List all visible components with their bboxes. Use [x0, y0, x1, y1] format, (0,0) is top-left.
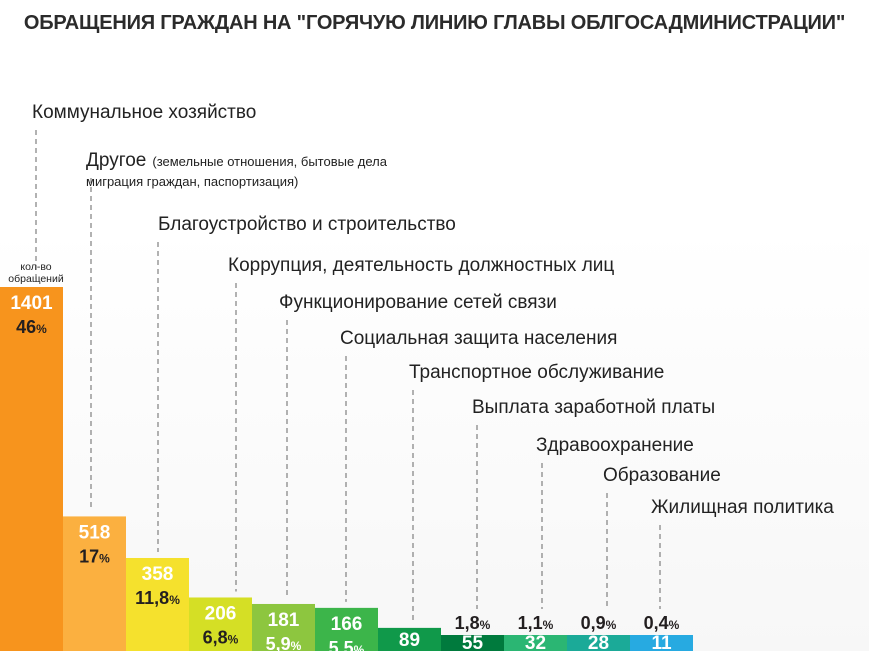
- category-label-8: Выплата заработной платы: [472, 397, 715, 418]
- value-label-3: 358: [142, 564, 174, 585]
- count-label-line2: обращений: [8, 273, 64, 285]
- count-label-line1: кол-во: [20, 261, 51, 273]
- percent-label-3: 11,8%: [135, 588, 180, 608]
- bar-11: [630, 635, 693, 651]
- bar-10: [567, 635, 630, 651]
- percent-label-7: 2,8%: [392, 650, 428, 651]
- value-label-4: 206: [205, 603, 237, 624]
- value-label-5: 181: [268, 610, 300, 631]
- percent-label-8: 1,8%: [455, 613, 491, 633]
- bar-3: [126, 557, 189, 651]
- percent-label-4: 6,8%: [203, 627, 239, 647]
- percent-label-2: 17%: [79, 546, 110, 566]
- category-label-9: Здравоохранение: [536, 435, 694, 456]
- value-label-9: 32: [525, 633, 546, 651]
- percent-label-10: 0,9%: [581, 613, 617, 633]
- value-label-2: 518: [79, 522, 111, 543]
- category-label-11: Жилищная политика: [651, 497, 834, 518]
- category-label-5: Функционирование сетей связи: [279, 292, 557, 313]
- bar-1: [0, 287, 63, 651]
- category-label-7: Транспортное обслуживание: [409, 362, 664, 383]
- category-label-4: Коррупция, деятельность должностных лиц: [228, 255, 614, 276]
- value-labels: 140146%51817%35811,8%2066,8%1815,9%1665,…: [10, 293, 679, 651]
- value-label-6: 166: [331, 614, 363, 635]
- bar-9: [504, 635, 567, 651]
- bar-5: [252, 603, 315, 651]
- chart-title: ОБРАЩЕНИЯ ГРАЖДАН НА "ГОРЯЧУЮ ЛИНИЮ ГЛАВ…: [23, 12, 846, 34]
- bars: [0, 287, 693, 651]
- value-label-8: 55: [462, 633, 484, 651]
- category-labels: Коммунальное хозяйство Другое (земельные о…: [32, 102, 834, 518]
- percent-label-9: 1,1%: [518, 613, 554, 633]
- leader-lines: [35, 130, 661, 622]
- category-label-10: Образование: [603, 465, 721, 486]
- percent-label-5: 5,9%: [266, 634, 302, 651]
- bar-8: [441, 635, 504, 651]
- category-label-1: Коммунальное хозяйство: [32, 102, 256, 123]
- percent-label-1: 46%: [16, 317, 47, 337]
- bar-7: [378, 627, 441, 651]
- value-label-7: 89: [399, 630, 420, 651]
- category-note-2: миграция граждан, паспортизация): [86, 174, 298, 189]
- value-label-11: 11: [651, 633, 672, 651]
- category-label-3: Благоустройство и строительство: [158, 214, 456, 235]
- bar-6: [315, 607, 378, 651]
- bar-4: [189, 597, 252, 651]
- category-label-6: Социальная защита населения: [340, 328, 617, 349]
- percent-label-11: 0,4%: [644, 613, 680, 633]
- value-label-1: 1401: [10, 293, 53, 314]
- category-label-2: Другое (земельные отношения, бытовые дела: [86, 150, 388, 171]
- bar-2: [63, 516, 126, 651]
- value-label-10: 28: [588, 633, 609, 651]
